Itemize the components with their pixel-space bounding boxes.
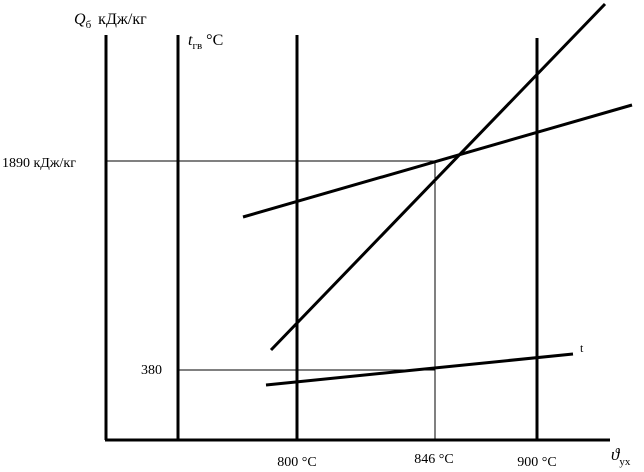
x-tick-800: 800 °С (277, 455, 316, 470)
t-axis-subscript: гв (192, 40, 202, 52)
t-axis-unit: °С (206, 32, 223, 49)
t-axis-symbol: t (188, 32, 193, 49)
q-axis-symbol: Q (74, 11, 86, 28)
q-marker-label: 1890 кДж/кг (2, 156, 76, 171)
t-curve-label: t (580, 341, 584, 355)
q-axis-title: Qб кДж/кг (74, 11, 147, 31)
shallow-line (242, 103, 633, 219)
x-tick-846: 846 °С (414, 452, 453, 467)
x-axis-title: ϑух (611, 445, 631, 468)
q-axis-unit: кДж/кг (98, 11, 147, 28)
t-axis-title: tгв °С (188, 32, 223, 52)
t-line (265, 352, 574, 387)
x-axis-symbol: ϑ (611, 445, 621, 464)
x-tick-900: 900 °С (517, 455, 556, 470)
t-marker-label: 380 (141, 363, 162, 378)
steep-line (269, 2, 607, 352)
x-axis-subscript: ух (619, 456, 631, 468)
q-axis-subscript: б (86, 19, 92, 31)
